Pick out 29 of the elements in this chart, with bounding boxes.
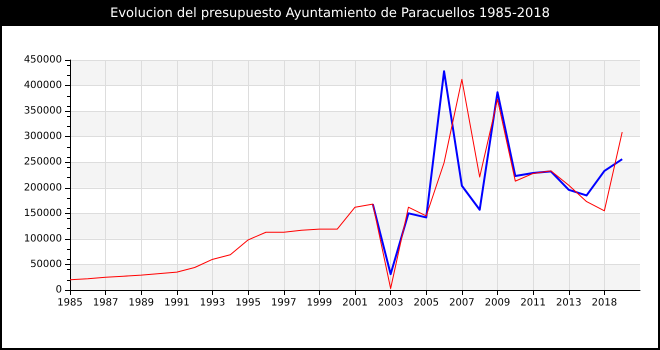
x-tick-label: 2011 [520, 298, 546, 308]
y-tick-label: 50000 [30, 258, 62, 270]
y-tick-label: 0 [56, 284, 62, 296]
x-tick-label: 1985 [57, 298, 83, 308]
x-tick-label: 1991 [164, 298, 190, 308]
chart-title: Evolucion del presupuesto Ayuntamiento de Paracuellos 1985-2018 [2, 2, 658, 26]
x-tick-label: 1995 [235, 298, 261, 308]
x-tick-label: 1997 [271, 298, 296, 308]
x-tick-label: 1993 [200, 298, 226, 308]
x-tick-label: 1987 [92, 298, 118, 308]
y-tick-label: 400000 [24, 80, 62, 92]
line-series [372, 70, 624, 276]
y-tick-label: 450000 [24, 54, 62, 66]
x-tick-label: 2018 [592, 298, 618, 308]
x-tick-label: 2013 [556, 298, 582, 308]
x-tick-label: 2005 [414, 298, 439, 308]
x-tick-label: 2003 [378, 298, 404, 308]
line-series [70, 78, 623, 289]
x-tick-label: 2007 [449, 298, 475, 308]
x-tick-label: 2001 [342, 298, 368, 308]
x-tick-label: 1989 [128, 298, 154, 308]
y-tick-label: 350000 [24, 106, 62, 117]
y-tick-label: 300000 [24, 131, 62, 142]
y-tick-label: 250000 [24, 156, 62, 168]
x-tick-label: 2009 [484, 298, 510, 308]
y-tick-label: 100000 [24, 233, 62, 244]
y-tick-label: 200000 [24, 182, 62, 194]
x-tick-label: 1999 [306, 298, 332, 308]
y-tick-label: 150000 [24, 208, 62, 219]
